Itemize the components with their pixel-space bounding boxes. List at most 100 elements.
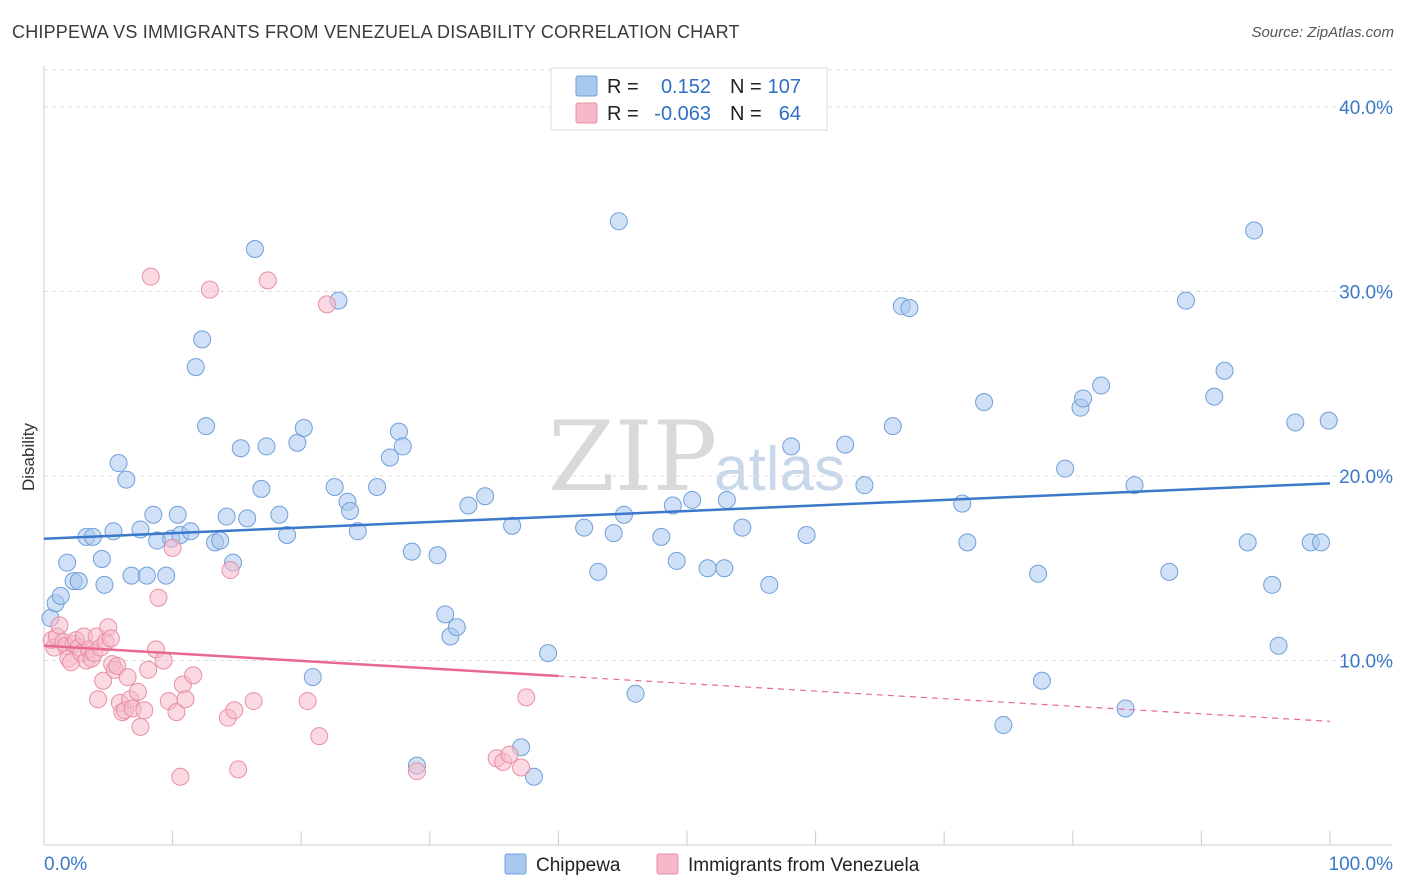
venezuela-point [101, 629, 120, 648]
chippewa-point [1215, 361, 1234, 380]
chippewa-point [503, 516, 522, 535]
venezuela-point [154, 651, 173, 670]
venezuela-point [167, 703, 186, 722]
chippewa-point [368, 478, 387, 497]
chippewa-point [144, 505, 163, 524]
chippewa-point [238, 509, 257, 528]
chippewa-point [1238, 533, 1257, 552]
y-tick-label: 20.0% [1339, 467, 1393, 488]
chippewa-point [975, 393, 994, 412]
chippewa-point [122, 566, 141, 585]
venezuela-point [407, 762, 426, 781]
chippewa-point [92, 549, 111, 568]
chippewa-point [137, 566, 156, 585]
series-venezuela [42, 267, 536, 786]
chippewa-point [575, 518, 594, 537]
legend-swatch-blue [575, 75, 598, 97]
chippewa-point [168, 505, 187, 524]
venezuela-point [135, 701, 154, 720]
chippewa-point [855, 476, 874, 495]
chippewa-point [217, 507, 236, 526]
chippewa-point [211, 531, 230, 550]
venezuela-point [149, 588, 168, 607]
venezuela-point [517, 688, 536, 707]
chippewa-point [760, 575, 779, 594]
y-tick-labels: 10.0% 20.0% 30.0% 40.0% [1339, 98, 1393, 673]
venezuela-point [89, 690, 108, 709]
chippewa-point [104, 522, 123, 541]
venezuela-point [512, 758, 531, 777]
trend-line-venezuela-extension [558, 675, 1331, 722]
chippewa-point [524, 767, 543, 786]
chippewa-point [663, 496, 682, 515]
venezuela-point [131, 717, 150, 736]
venezuela-point [221, 561, 240, 580]
chippewa-point [1263, 575, 1282, 594]
chippewa-point [197, 417, 216, 436]
chippewa-point [58, 553, 77, 572]
chippewa-point [51, 586, 70, 605]
venezuela-point [500, 745, 519, 764]
chippewa-point [683, 490, 702, 509]
chippewa-point [95, 575, 114, 594]
venezuela-point [184, 666, 203, 685]
chippewa-point [348, 522, 367, 541]
chippewa-point [717, 490, 736, 509]
chippewa-point [278, 526, 297, 544]
series-chippewa [41, 212, 1338, 786]
bottom-legend-swatch-chippewa [504, 853, 527, 875]
chippewa-point [1092, 376, 1111, 395]
y-tick-label: 40.0% [1339, 98, 1393, 119]
chippewa-point [589, 562, 608, 581]
chippewa-point [1074, 389, 1093, 408]
chippewa-point [604, 524, 623, 543]
bottom-legend-label-venezuela: Immigrants from Venezuela [688, 855, 920, 876]
chippewa-point [245, 239, 264, 258]
x-tick-label: 100.0% [1329, 854, 1394, 875]
venezuela-point [50, 616, 69, 635]
chippewa-point [402, 542, 421, 561]
chippewa-point [994, 716, 1013, 735]
legend-n-label-blue: N = [730, 76, 762, 98]
chippewa-point [117, 470, 136, 489]
chippewa-point [782, 437, 801, 456]
chippewa-point [652, 527, 671, 546]
trend-line-venezuela [43, 644, 559, 678]
chippewa-point [1286, 413, 1305, 432]
venezuela-point [141, 267, 160, 286]
venezuela-point [171, 767, 190, 786]
chippewa-point [626, 684, 645, 703]
venezuela-point [298, 692, 317, 711]
chippewa-point [609, 212, 628, 231]
legend-n-value-blue: 107 [768, 76, 801, 98]
chippewa-point [193, 330, 212, 349]
venezuela-point [118, 668, 137, 687]
chippewa-point [476, 487, 495, 506]
venezuela-point [244, 692, 263, 711]
chippewa-point [447, 618, 466, 637]
venezuela-point [258, 271, 277, 290]
chippewa-point [1311, 533, 1330, 552]
chippewa-point [109, 454, 128, 473]
bottom-legend-swatch-venezuela [656, 853, 679, 875]
chippewa-point [1032, 671, 1051, 690]
legend-r-label-blue: R = [607, 76, 639, 98]
chippewa-point [393, 437, 412, 456]
source-credit: Source: ZipAtlas.com [1251, 24, 1394, 41]
legend-n-value-pink: 64 [779, 103, 801, 125]
chippewa-point [1125, 476, 1144, 495]
venezuela-point [310, 727, 329, 746]
legend-r-value-blue: 0.152 [661, 76, 711, 98]
chippewa-point [231, 439, 250, 458]
chippewa-point [797, 526, 816, 544]
legend-n-label-pink: N = [730, 103, 762, 125]
venezuela-point [200, 280, 219, 299]
chippewa-point [1056, 459, 1075, 478]
venezuela-point [128, 682, 147, 701]
venezuela-point [139, 660, 158, 679]
chippewa-point [186, 358, 205, 377]
chippewa-point [715, 559, 734, 578]
chippewa-point [667, 551, 686, 570]
chippewa-point [157, 566, 176, 585]
chippewa-point [436, 605, 455, 624]
